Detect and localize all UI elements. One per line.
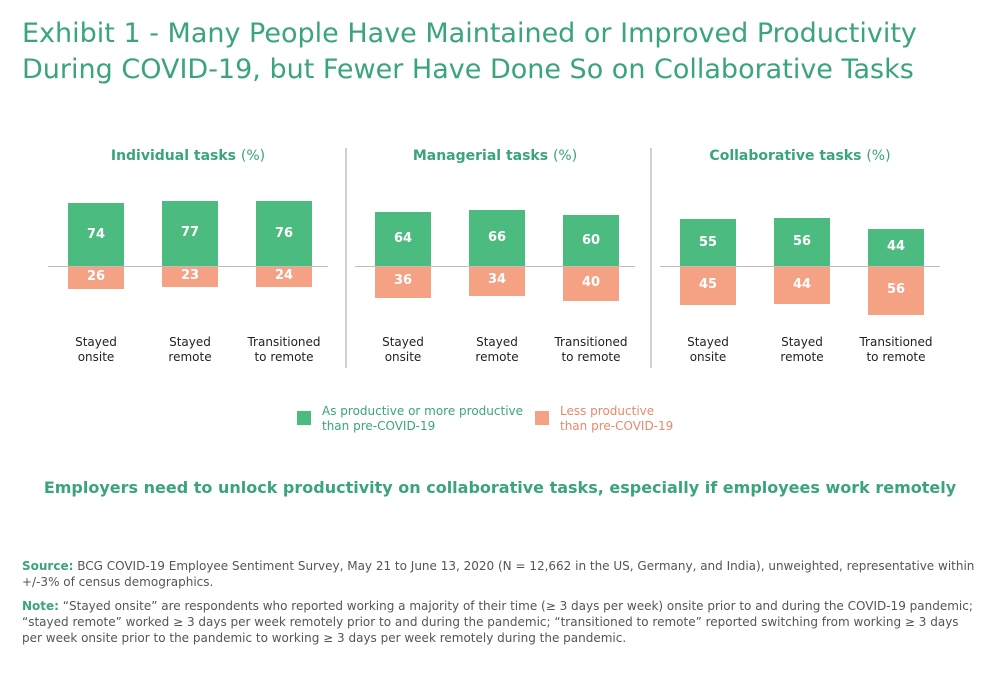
panel-title-text: Individual tasks bbox=[110, 148, 241, 164]
bar-negative bbox=[256, 267, 312, 288]
bar-positive bbox=[680, 219, 736, 266]
category-label: Stayed onsite bbox=[355, 335, 451, 365]
panel-title-individual: Individual tasks (%) bbox=[58, 148, 318, 164]
bar-positive-label: 44 bbox=[886, 239, 906, 255]
legend-label-positive: As productive or more productive than pr… bbox=[322, 404, 523, 434]
bar-negative-label: 23 bbox=[180, 267, 200, 283]
bar-negative bbox=[469, 267, 525, 296]
category-label-line: onsite bbox=[77, 350, 115, 364]
bar-negative-label: 45 bbox=[698, 277, 718, 293]
bar-positive bbox=[375, 211, 431, 266]
bar-positive bbox=[68, 203, 124, 266]
panel-title-text: Collaborative tasks bbox=[709, 148, 867, 164]
category-label-line: to remote bbox=[866, 350, 926, 364]
category-label: Stayed remote bbox=[754, 335, 850, 365]
bar-negative bbox=[68, 267, 124, 290]
bar-negative-label: 56 bbox=[886, 281, 906, 297]
bar-positive bbox=[868, 228, 924, 266]
exhibit-title: Exhibit 1 - Many People Have Maintained … bbox=[22, 18, 917, 85]
bar-positive bbox=[162, 200, 218, 266]
bar-positive-label: 74 bbox=[86, 226, 106, 242]
category-label: Stayed remote bbox=[449, 335, 545, 365]
bar-positive-label: 55 bbox=[698, 234, 718, 250]
category-label-line: remote bbox=[168, 350, 212, 364]
bar-negative-label: 24 bbox=[274, 268, 294, 284]
bar-negative-label: 34 bbox=[487, 272, 507, 288]
legend-swatch-negative bbox=[535, 411, 549, 425]
panel-title-managerial: Managerial tasks (%) bbox=[365, 148, 625, 164]
legend-label-negative-line2: than pre-COVID-19 bbox=[560, 419, 674, 433]
bar-positive bbox=[256, 201, 312, 266]
category-label-line: to remote bbox=[561, 350, 621, 364]
panel-title-text: Managerial tasks bbox=[412, 148, 553, 164]
legend-label-positive-line1: As productive or more productive bbox=[322, 404, 524, 418]
category-label: Transitioned to remote bbox=[543, 335, 639, 365]
baseline-individual bbox=[48, 266, 328, 267]
bar-positive-label: 77 bbox=[180, 225, 200, 241]
category-label-line: Transitioned bbox=[859, 335, 933, 349]
source-note: Source: BCG COVID-19 Employee Sentiment … bbox=[22, 558, 978, 590]
bar-negative bbox=[680, 267, 736, 306]
category-label-line: onsite bbox=[689, 350, 727, 364]
bar-positive-label: 66 bbox=[487, 229, 507, 245]
bar-negative-label: 44 bbox=[792, 276, 812, 292]
panel-divider bbox=[345, 148, 347, 368]
callout-text: Employers need to unlock productivity on… bbox=[43, 478, 957, 497]
panel-title-unit: (%) bbox=[552, 148, 578, 164]
category-label-line: Stayed bbox=[169, 335, 211, 349]
category-label-line: to remote bbox=[254, 350, 314, 364]
bar-positive-label: 60 bbox=[581, 232, 601, 248]
category-label: Stayed remote bbox=[142, 335, 238, 365]
legend-label-negative: Less productive than pre-COVID-19 bbox=[560, 404, 673, 434]
footnote: Note: “Stayed onsite” are respondents wh… bbox=[22, 598, 978, 646]
category-label-line: remote bbox=[780, 350, 824, 364]
bar-positive-label: 56 bbox=[792, 234, 812, 250]
bar-negative bbox=[162, 267, 218, 287]
bar-positive bbox=[469, 209, 525, 266]
legend-label-positive-line2: than pre-COVID-19 bbox=[322, 419, 436, 433]
bar-negative bbox=[868, 267, 924, 315]
category-label-line: Transitioned bbox=[554, 335, 628, 349]
panel-title-unit: (%) bbox=[240, 148, 266, 164]
category-label: Transitioned to remote bbox=[236, 335, 332, 365]
panel-divider bbox=[650, 148, 652, 368]
bar-positive-label: 76 bbox=[274, 225, 294, 241]
category-label-line: Stayed bbox=[687, 335, 729, 349]
bar-negative-label: 26 bbox=[86, 269, 106, 285]
source-label: Source: bbox=[22, 559, 74, 573]
category-label-line: remote bbox=[475, 350, 519, 364]
legend-label-negative-line1: Less productive bbox=[560, 404, 655, 418]
baseline-managerial bbox=[355, 266, 635, 267]
source-text: BCG COVID-19 Employee Sentiment Survey, … bbox=[22, 559, 975, 589]
bar-negative bbox=[774, 267, 830, 305]
note-text: “Stayed onsite” are respondents who repo… bbox=[22, 599, 973, 645]
category-label-line: Stayed bbox=[382, 335, 424, 349]
bar-positive-label: 64 bbox=[393, 230, 413, 246]
category-label: Stayed onsite bbox=[660, 335, 756, 365]
bar-positive bbox=[563, 215, 619, 266]
panel-title-unit: (%) bbox=[866, 148, 891, 164]
panel-title-collaborative: Collaborative tasks (%) bbox=[670, 148, 930, 164]
category-label: Stayed onsite bbox=[48, 335, 144, 365]
legend-swatch-positive bbox=[297, 411, 311, 425]
category-label: Transitioned to remote bbox=[848, 335, 944, 365]
category-label-line: onsite bbox=[384, 350, 422, 364]
bar-negative bbox=[375, 267, 431, 298]
bar-negative-label: 40 bbox=[581, 275, 601, 290]
category-label-line: Transitioned bbox=[247, 335, 321, 349]
bar-negative bbox=[563, 267, 619, 301]
category-label-line: Stayed bbox=[781, 335, 823, 349]
bar-positive bbox=[774, 218, 830, 266]
category-label-line: Stayed bbox=[476, 335, 518, 349]
baseline-collaborative bbox=[660, 266, 940, 267]
note-label: Note: bbox=[22, 599, 59, 613]
bar-negative-label: 36 bbox=[393, 273, 413, 289]
category-label-line: Stayed bbox=[75, 335, 117, 349]
